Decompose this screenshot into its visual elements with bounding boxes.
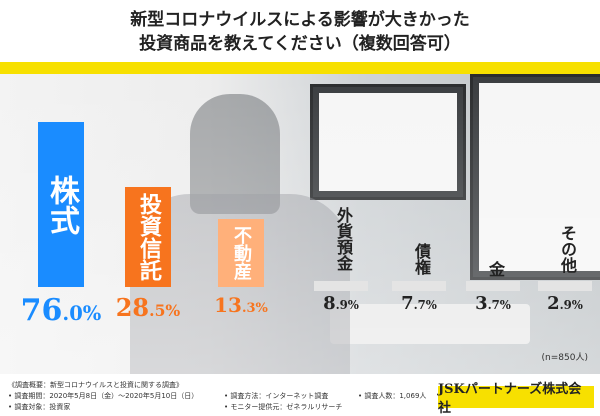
category-label-5: 金 <box>486 261 505 277</box>
value-label-0: 76.0% <box>20 293 102 328</box>
baseline-4 <box>392 281 446 291</box>
bar-0: 株式 <box>38 122 84 287</box>
footer-target: • 調査対象：投資家 <box>8 403 71 411</box>
footer-method: • 調査方法：インターネット調査 <box>224 392 329 400</box>
chart-title: 新型コロナウイルスによる影響が大きかった 投資商品を教えてください（複数回答可） <box>0 8 600 56</box>
footer-count: • 調査人数：1,069人 <box>358 392 427 400</box>
baseline-6 <box>538 281 592 291</box>
value-label-3: 8.9% <box>323 293 359 314</box>
bar-1: 投資信託 <box>125 187 171 287</box>
title-line-2: 投資商品を教えてください（複数回答可） <box>139 34 461 54</box>
category-label-3: 外貨預金 <box>334 207 353 271</box>
baseline-5 <box>466 281 520 291</box>
category-label-6: その他 <box>558 225 577 273</box>
value-label-6: 2.9% <box>547 293 583 314</box>
sample-size: (n=850人) <box>541 353 588 363</box>
company-logo: JSKパートナーズ株式会社 <box>438 382 594 416</box>
footer-monitor: • モニター提供元：ゼネラルリサーチ <box>224 403 343 411</box>
value-label-1: 28.5% <box>115 293 181 322</box>
title-line-1: 新型コロナウイルスによる影響が大きかった <box>130 10 470 30</box>
value-label-2: 13.3% <box>214 293 268 317</box>
photo-fade <box>0 74 600 374</box>
category-label-4: 債権 <box>412 243 431 275</box>
yellow-stripe <box>0 62 600 74</box>
value-label-4: 7.7% <box>401 293 437 314</box>
footer-period: • 調査期間：2020年5月8日（金）〜2020年5月10日（日） <box>8 392 199 400</box>
footer-overview: 《調査概要：新型コロナウイルスと投資に関する調査》 <box>8 381 183 389</box>
bar-2: 不動産 <box>218 219 264 287</box>
baseline-3 <box>314 281 368 291</box>
value-label-5: 3.7% <box>475 293 511 314</box>
